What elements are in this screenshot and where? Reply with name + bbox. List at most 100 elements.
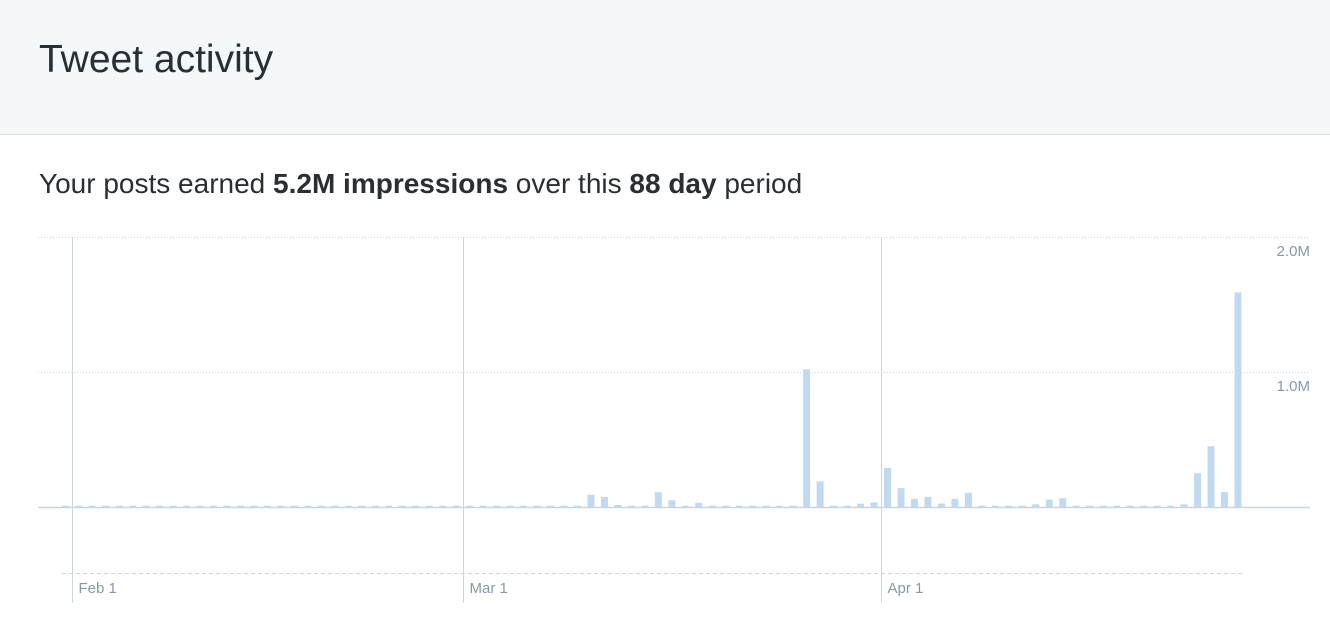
bar [236,505,244,507]
bar [789,505,797,507]
bar [924,496,932,507]
bar [964,492,972,507]
bar [129,505,137,507]
bar [344,505,352,507]
bar [830,505,838,507]
bar [493,505,501,507]
bar [1207,446,1215,507]
bar [169,505,177,507]
bar [681,505,689,507]
bar [722,505,730,507]
bar [843,505,851,507]
bar [749,505,757,507]
bar [412,505,420,507]
summary-impressions: 5.2M impressions [273,168,509,199]
page-title: Tweet activity [39,38,274,81]
bar [641,505,649,507]
bar [317,505,325,507]
bar [479,505,487,507]
bar [1018,505,1026,507]
bar [304,505,312,507]
bar [61,505,69,507]
bar [533,505,541,507]
bar [1045,499,1053,507]
bar [627,505,635,507]
bar [1194,473,1202,507]
bar [614,504,622,507]
bar [1126,505,1134,507]
bar [695,502,703,507]
summary-text: over this [515,168,622,199]
bar [600,496,608,507]
bar [223,505,231,507]
bar [102,505,110,507]
bar [142,505,150,507]
bar [466,505,474,507]
bar [196,505,204,507]
bar [803,369,811,507]
bar [1099,505,1107,507]
bar [1180,504,1188,507]
bar [668,500,676,507]
y-tick-label: 1.0M [1277,378,1310,395]
bar [520,505,528,507]
bar [156,505,164,507]
bar [1113,505,1121,507]
x-tick-label: Mar 1 [470,580,508,597]
bar [210,505,218,507]
summary-days: 88 day [629,168,717,199]
bar [951,498,959,507]
bar [1167,505,1175,507]
bar [735,505,743,507]
bar [1059,498,1067,507]
bar [910,498,918,507]
bar [88,505,96,507]
x-tick-label: Feb 1 [79,580,117,597]
bar [452,505,460,507]
bar [506,505,514,507]
bar [937,503,945,507]
bar [358,505,366,507]
bar [560,505,568,507]
bar [183,505,191,507]
bar [439,505,447,507]
bar [1086,505,1094,507]
bar [75,505,83,507]
bar [816,481,824,507]
header: Tweet activity [0,0,1330,135]
bar [573,505,581,507]
bar [398,505,406,507]
bar [1140,505,1148,507]
bar [897,488,905,507]
bar [425,505,433,507]
bar [115,505,123,507]
bar [978,505,986,507]
bar [1072,505,1080,507]
bar [884,467,892,507]
summary-text: period [724,168,803,199]
bar [991,505,999,507]
bar [1153,505,1161,507]
bar [331,505,339,507]
summary-text: Your posts earned [39,168,266,199]
bar [870,502,878,507]
bar [1032,504,1040,507]
bar [708,505,716,507]
bar [762,505,770,507]
y-tick-label: 2.0M [1277,243,1310,260]
bar [277,505,285,507]
bar [250,505,258,507]
x-tick-label: Apr 1 [888,580,924,597]
summary: Your posts earned 5.2M impressions over … [39,168,802,200]
bar [385,505,393,507]
bar [371,505,379,507]
bar [1234,292,1242,507]
bar [1221,492,1229,507]
bar [547,505,555,507]
bar [1005,505,1013,507]
bar [290,505,298,507]
bar [263,505,271,507]
bar [587,494,595,507]
